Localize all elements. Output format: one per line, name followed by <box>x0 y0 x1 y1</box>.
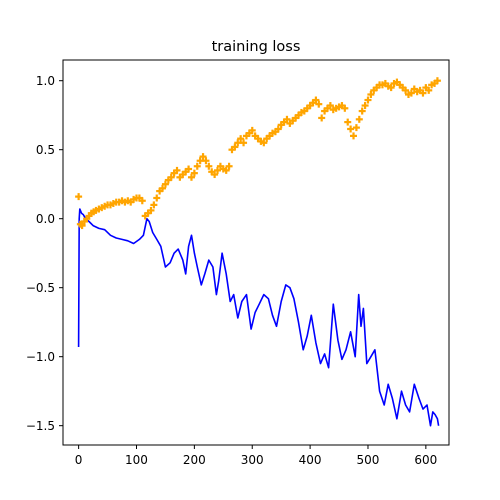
plus-marker <box>211 171 219 179</box>
plus-marker <box>326 102 334 110</box>
plus-marker <box>153 194 161 202</box>
plus-marker <box>419 89 427 97</box>
x-tick-label: 200 <box>183 453 206 467</box>
plus-marker <box>214 166 222 174</box>
plus-marker <box>190 169 198 177</box>
axes: 0 100 200 300 400 500 600 −1.5 −1.0 −0.5 0.0 0.5 1.0 <box>26 59 450 467</box>
x-tick-label: 400 <box>299 453 322 467</box>
plot-area <box>75 77 441 427</box>
plus-marker <box>75 193 83 201</box>
plus-marker <box>433 77 441 85</box>
plus-marker <box>318 114 326 122</box>
plus-marker <box>150 201 158 209</box>
plus-marker <box>364 96 372 104</box>
plus-marker <box>347 125 355 133</box>
plus-marker <box>367 90 375 98</box>
plus-marker <box>341 104 349 112</box>
x-tick-label: 300 <box>241 453 264 467</box>
plus-marker <box>407 89 415 97</box>
y-tick-label: 0.5 <box>36 143 55 157</box>
chart-title: training loss <box>212 39 301 55</box>
series-group <box>75 77 441 427</box>
plus-marker <box>225 162 233 170</box>
plus-marker <box>425 86 433 94</box>
y-tick-label: −1.0 <box>26 350 55 364</box>
y-tick-label: 0.0 <box>36 212 55 226</box>
plus-marker <box>344 118 352 126</box>
x-tick-label: 500 <box>357 453 380 467</box>
plus-marker <box>187 173 195 181</box>
axes-frame <box>62 59 450 446</box>
plus-marker <box>202 157 210 165</box>
plus-marker <box>355 115 363 123</box>
y-tick-label: −1.5 <box>26 419 55 433</box>
plus-marker <box>260 139 268 147</box>
x-tick-label: 100 <box>125 453 148 467</box>
plus-marker <box>312 96 320 104</box>
plus-marker <box>358 107 366 115</box>
x-tick-label: 0 <box>75 453 83 467</box>
plus-marker <box>185 165 193 173</box>
plus-marker <box>361 102 369 110</box>
plus-marker <box>240 139 248 147</box>
x-tick-label: 600 <box>414 453 437 467</box>
plus-marker <box>274 125 282 133</box>
plus-marker <box>167 173 175 181</box>
series-line <box>77 208 440 427</box>
plus-marker <box>237 135 245 143</box>
plus-marker <box>350 132 358 140</box>
y-tick-label: 1.0 <box>36 74 55 88</box>
plus-marker <box>387 84 395 92</box>
plus-marker <box>231 143 239 151</box>
plus-marker <box>199 153 207 161</box>
plus-marker <box>248 126 256 134</box>
y-tick-label: −0.5 <box>26 281 55 295</box>
plus-marker <box>159 184 167 192</box>
plus-marker <box>402 86 410 94</box>
plus-marker <box>352 124 360 132</box>
plus-marker <box>138 197 146 205</box>
plus-marker <box>283 115 291 123</box>
plus-marker <box>315 100 323 108</box>
plus-marker <box>147 206 155 214</box>
plus-marker <box>205 162 213 170</box>
plus-marker <box>173 166 181 174</box>
plus-marker <box>222 166 230 174</box>
plus-marker <box>193 162 201 170</box>
plus-marker <box>161 180 169 188</box>
plus-marker <box>78 222 86 230</box>
